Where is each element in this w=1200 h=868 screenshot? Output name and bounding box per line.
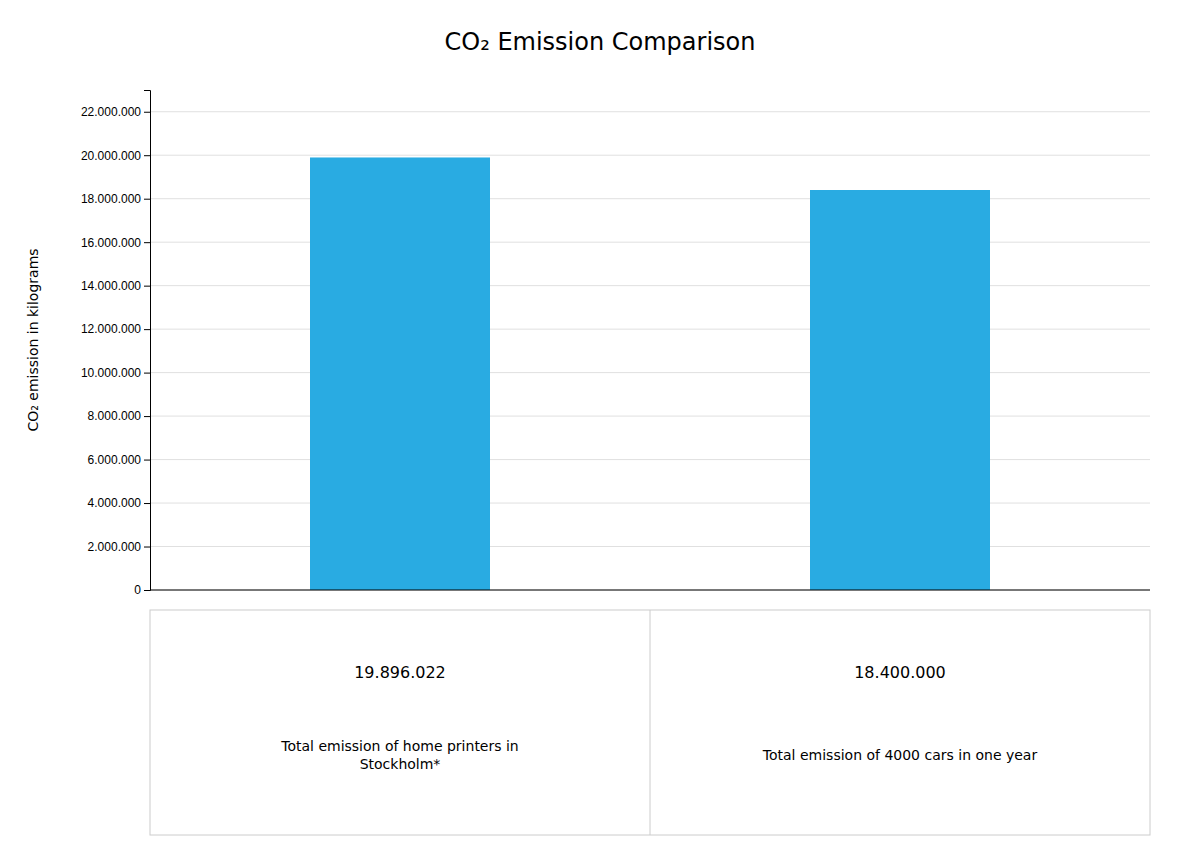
y-tick: 2.000.000	[88, 540, 150, 554]
y-tick-mark	[144, 242, 150, 243]
y-tick-mark	[144, 286, 150, 287]
category-label-line: Stockholm*	[360, 756, 441, 772]
y-tick-mark	[144, 155, 150, 156]
label-box: 19.896.022 Total emission of home printer…	[150, 610, 1150, 835]
x-axis-line	[150, 590, 1150, 591]
category-label: Total emission of home printers in Stockh…	[280, 738, 519, 772]
bar	[810, 190, 990, 590]
data-label: 19.896.022	[354, 663, 446, 682]
y-tick: 20.000.000	[81, 149, 150, 163]
category-label-line: Total emission of home printers in	[280, 738, 519, 754]
y-tick: 8.000.000	[88, 409, 150, 423]
grid	[150, 112, 1150, 590]
bar	[310, 157, 490, 590]
y-axis-line	[144, 91, 151, 591]
y-tick: 14.000.000	[81, 279, 150, 293]
grid-line	[150, 111, 1150, 112]
title: CO₂ Emission Comparison	[444, 28, 755, 56]
category-label-line: Total emission of 4000 cars in one year	[762, 747, 1038, 763]
y-axis: 0 2.000.000 4.000.000 6.000.000 8.000.000 10.…	[81, 91, 151, 598]
y-tick: 18.000.000	[81, 192, 150, 206]
y-tick: 4.000.000	[88, 496, 150, 510]
y-tick-label: 2.000.000	[88, 540, 142, 554]
y-tick-label: 8.000.000	[88, 409, 142, 423]
y-tick: 16.000.000	[81, 236, 150, 250]
grid-line	[150, 416, 1150, 417]
grid-line	[150, 242, 1150, 243]
grid-line	[150, 329, 1150, 330]
y-tick-label: 12.000.000	[81, 322, 141, 336]
y-tick: 6.000.000	[88, 453, 150, 467]
chart: CO₂ Emission Comparison 0 2.000.000 4.000.0…	[0, 0, 1200, 868]
y-tick-label: 14.000.000	[81, 279, 141, 293]
y-tick-label: 18.000.000	[81, 192, 141, 206]
y-tick-mark	[144, 199, 150, 200]
y-tick-label: 22.000.000	[81, 105, 141, 119]
y-tick: 12.000.000	[81, 322, 150, 336]
grid-line	[150, 503, 1150, 504]
y-tick-label: 16.000.000	[81, 236, 141, 250]
y-tick-mark	[144, 112, 150, 113]
y-axis-label: CO₂ emission in kilograms	[25, 248, 41, 431]
y-tick-label: 20.000.000	[81, 149, 141, 163]
y-tick-label: 4.000.000	[88, 496, 142, 510]
label-box-divider	[650, 610, 651, 835]
y-tick-mark	[144, 460, 150, 461]
y-tick-label: 10.000.000	[81, 366, 141, 380]
y-tick-mark	[144, 590, 150, 591]
y-tick-mark	[144, 329, 150, 330]
grid-line	[150, 155, 1150, 156]
grid-line	[150, 590, 1150, 591]
y-tick-mark	[144, 503, 150, 504]
y-tick-mark	[144, 416, 150, 417]
y-tick-mark	[144, 547, 150, 548]
y-tick: 10.000.000	[81, 366, 150, 380]
bars	[310, 157, 990, 590]
grid-line	[150, 546, 1150, 547]
data-label: 18.400.000	[854, 663, 946, 682]
y-tick: 0	[134, 583, 150, 597]
y-tick-label: 0	[134, 583, 141, 597]
category-label: Total emission of 4000 cars in one year	[762, 747, 1038, 763]
label-box-frame	[150, 610, 1150, 835]
grid-line	[150, 198, 1150, 199]
y-tick: 22.000.000	[81, 105, 150, 119]
grid-line	[150, 285, 1150, 286]
y-tick-mark	[144, 373, 150, 374]
grid-line	[150, 459, 1150, 460]
y-tick-label: 6.000.000	[88, 453, 142, 467]
plot: 0 2.000.000 4.000.000 6.000.000 8.000.000 10.…	[81, 91, 1150, 598]
grid-line	[150, 372, 1150, 373]
